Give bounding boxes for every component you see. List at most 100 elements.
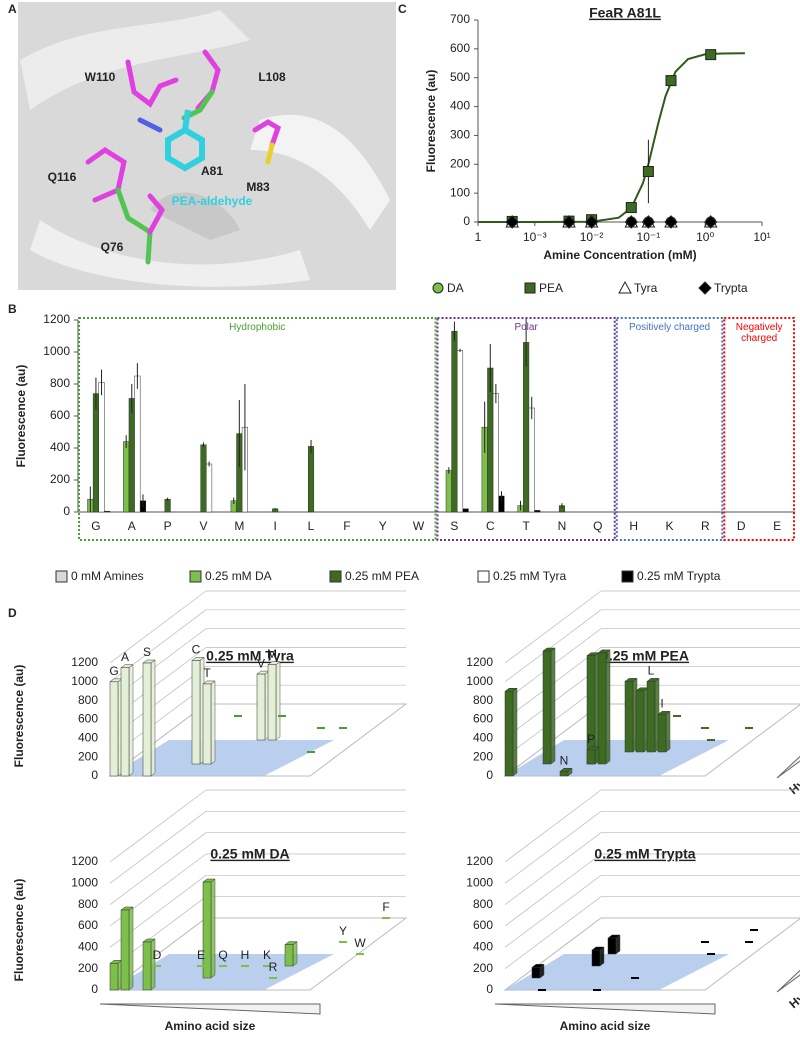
bar-3d	[635, 687, 649, 753]
chart-title: 0.25 mM Tyra	[206, 648, 294, 664]
bar	[200, 444, 207, 513]
fit-curve	[478, 52, 745, 223]
residue-label: Q116	[48, 170, 77, 184]
grid-line	[504, 853, 602, 927]
x-tick-label: E	[773, 519, 781, 533]
x-axis-label: Amino acid size	[165, 1019, 256, 1033]
grid-line	[504, 832, 602, 905]
y-tick-label: 200	[78, 961, 98, 975]
bar-3d	[591, 946, 605, 967]
bar-label: K	[263, 948, 271, 962]
bar-3d	[646, 677, 660, 753]
y-tick-label: 0	[91, 982, 98, 996]
bar	[445, 470, 452, 513]
legend-label: 0.25 mM PEA	[345, 569, 419, 583]
panel-label: D	[8, 606, 17, 620]
legend-label: 0.25 mM Trypta	[637, 569, 721, 583]
bar	[164, 498, 171, 513]
bar-label: W	[354, 936, 366, 950]
y-tick-label: 1000	[71, 674, 98, 688]
y-axis-label: Fluorescence (au)	[424, 70, 438, 173]
bar-3d	[120, 906, 134, 991]
residue-label: Q76	[101, 240, 124, 254]
y-axis-label: Fluorescence (au)	[14, 365, 28, 468]
point	[665, 75, 677, 87]
group-box	[436, 317, 616, 541]
y-tick-label: 1000	[43, 344, 70, 358]
bar-3d	[142, 938, 156, 991]
bar-label: T	[203, 666, 211, 680]
legend-swatch	[477, 570, 490, 583]
legend-marker	[698, 281, 712, 295]
chart-title: 0.25 mM DA	[210, 846, 289, 862]
chart-title: 0.25 mM Trypta	[594, 846, 695, 862]
ribbon	[20, 10, 250, 110]
bar-label: N	[560, 753, 569, 767]
z-axis-label: Hydropathy	[786, 957, 800, 1011]
x-tick-label: P	[164, 519, 172, 533]
bar-front	[142, 941, 152, 991]
point	[664, 215, 678, 229]
grid-line	[504, 590, 602, 664]
floor-region	[505, 740, 729, 776]
bar-3d	[142, 659, 156, 777]
y-tick-label: 400	[473, 940, 493, 954]
bar-front	[284, 944, 294, 967]
group-label-box: Negatively charged	[736, 322, 783, 344]
y-tick-label: 1000	[71, 876, 98, 890]
bar-label: Q	[218, 948, 227, 962]
legend-swatch	[189, 570, 202, 583]
y-tick-label: 1200	[71, 655, 98, 669]
bar-3d	[657, 710, 671, 753]
bar-front	[607, 937, 617, 955]
bar-front	[504, 691, 514, 777]
point	[641, 215, 656, 229]
bar-label: Y	[339, 924, 347, 938]
group-label-box: Positively charged	[629, 322, 710, 333]
residue-label: L108	[258, 70, 286, 84]
bar-3d	[202, 878, 216, 979]
hydropathy-wedge	[776, 969, 800, 993]
x-tick-label: 10⁻¹	[637, 230, 661, 244]
size-wedge	[99, 1003, 321, 1015]
bar-side	[150, 659, 156, 777]
point	[584, 215, 599, 229]
grid-line	[504, 875, 602, 948]
grid-line	[504, 609, 602, 683]
x-tick-label: F	[343, 519, 350, 533]
grid-line	[504, 811, 602, 884]
y-tick-label: 300	[450, 128, 470, 142]
y-tick-label: 400	[450, 99, 470, 113]
y-tick-label: 1200	[71, 854, 98, 868]
x-tick-label: 10⁰	[696, 230, 714, 244]
bar-3d	[202, 680, 216, 765]
y-tick-label: 800	[78, 693, 98, 707]
y-tick-label: 700	[450, 12, 470, 26]
bar-front	[142, 662, 152, 777]
ribbon	[150, 192, 240, 240]
y-tick-label: 600	[50, 408, 70, 422]
x-tick-label: D	[737, 519, 746, 533]
bar-front	[635, 690, 645, 753]
x-tick-label: Y	[379, 519, 387, 533]
x-tick-label: A	[128, 519, 136, 533]
panel-label: B	[8, 302, 17, 316]
bar-front	[591, 949, 601, 967]
y-tick-label: 600	[473, 918, 493, 932]
bar-side	[150, 938, 156, 991]
bar-front	[256, 673, 266, 741]
legend-label: 0.25 mM Tyra	[493, 569, 566, 583]
grid-line	[109, 832, 207, 905]
x-tick-label: Q	[593, 519, 602, 533]
bar-label: P	[587, 732, 595, 746]
bar-front	[657, 714, 667, 753]
grid-line	[109, 789, 207, 863]
bar-label: E	[197, 948, 205, 962]
bar-label: R	[269, 960, 278, 974]
bar-side	[210, 680, 216, 765]
bar-3d	[559, 767, 573, 777]
legend-marker	[432, 282, 444, 294]
residue-label: M83	[246, 180, 270, 194]
bar-label: D	[153, 948, 162, 962]
x-tick-label: K	[666, 519, 674, 533]
